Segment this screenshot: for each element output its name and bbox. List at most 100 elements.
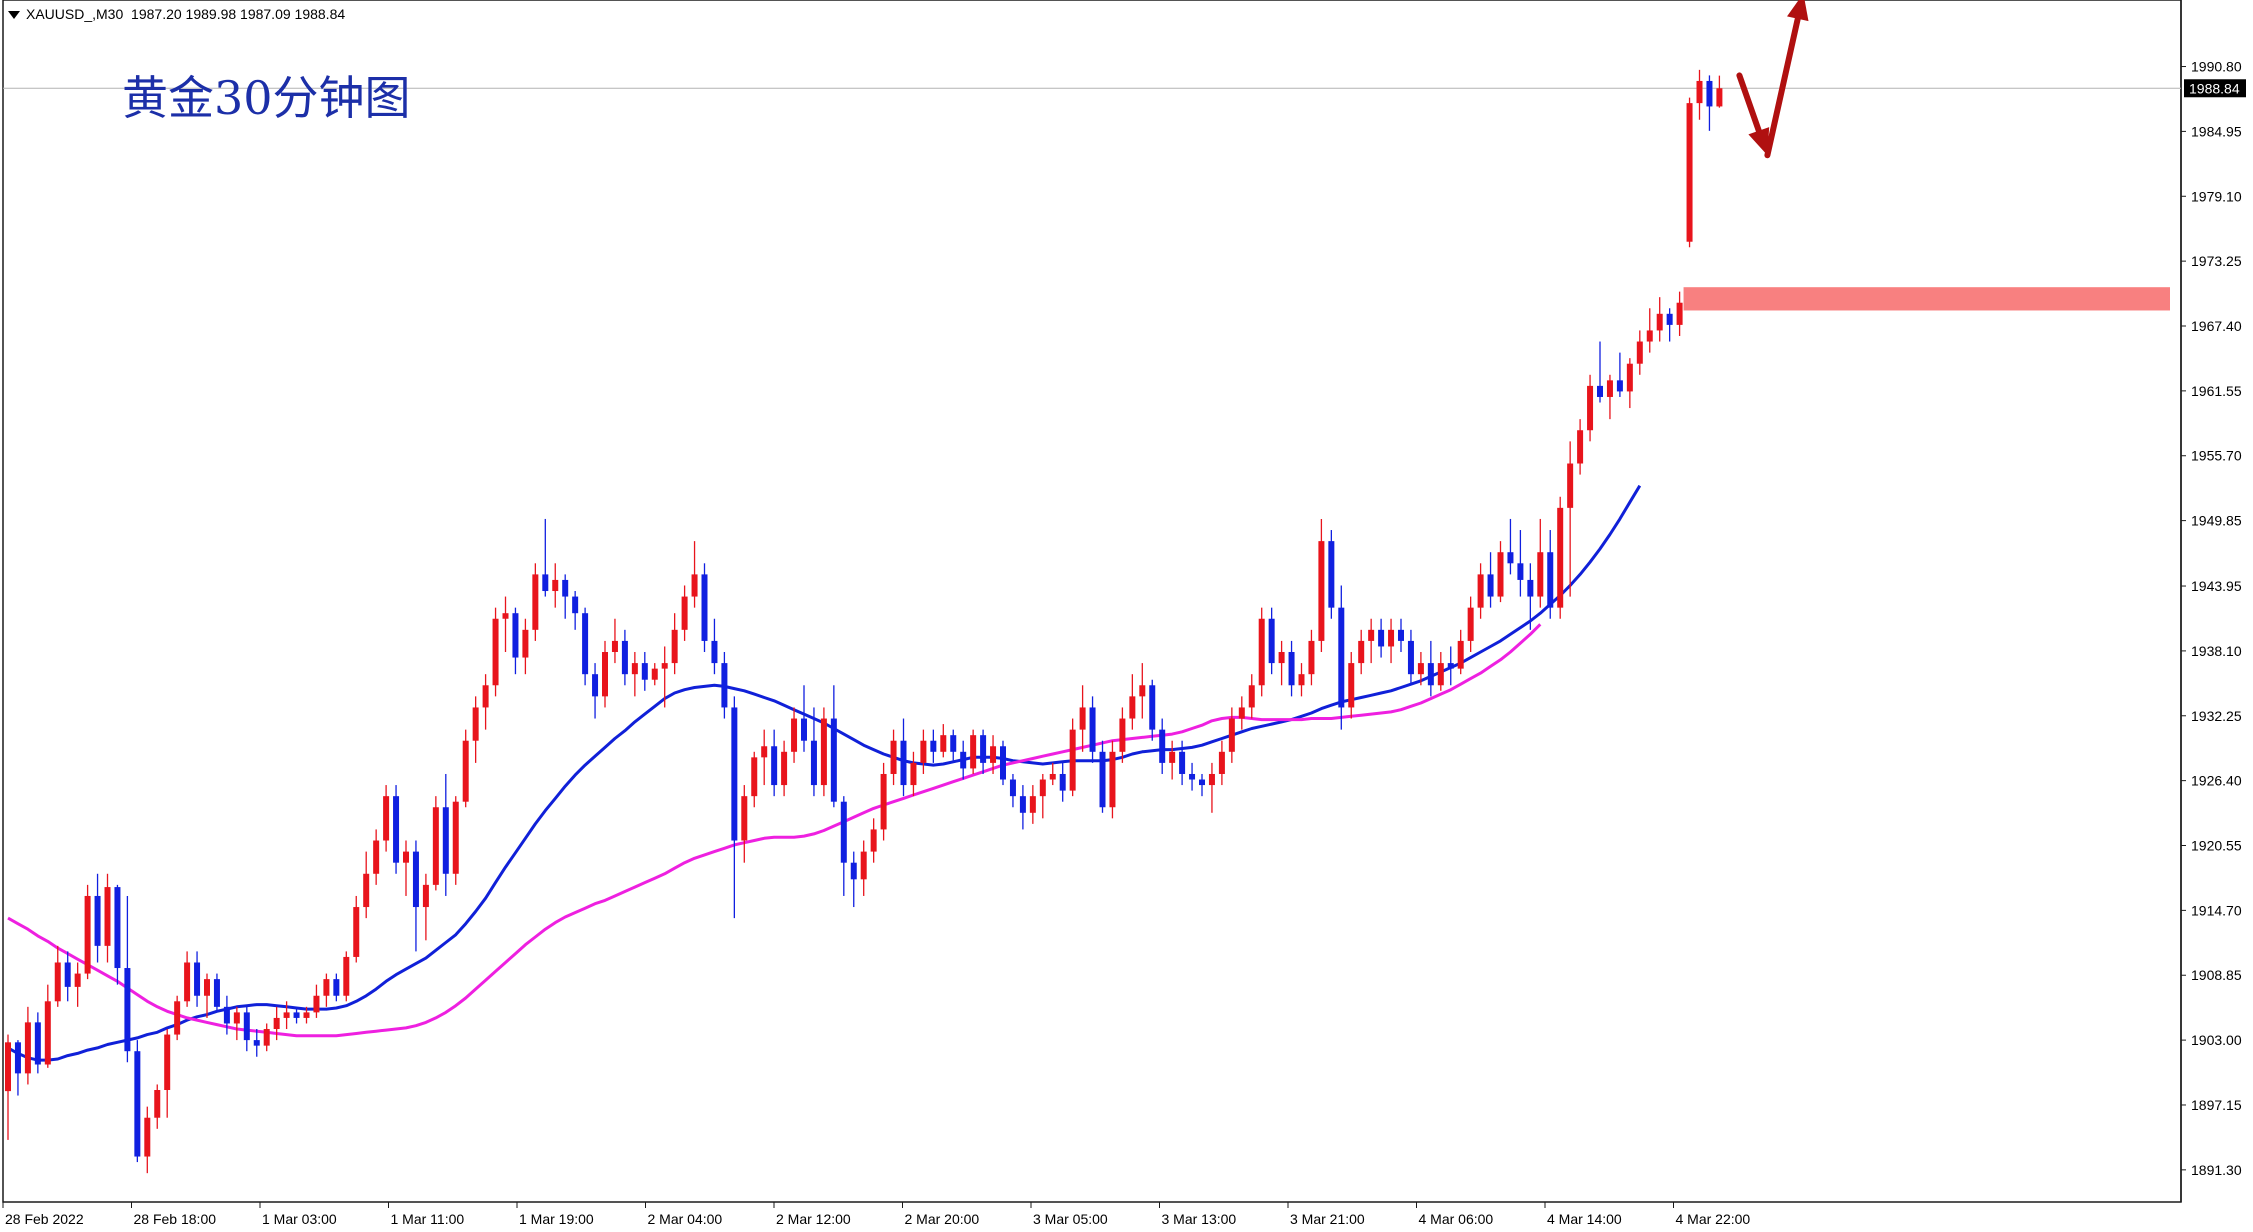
candle (1427, 640, 1434, 697)
candle-body (890, 740, 897, 774)
candle (562, 574, 569, 619)
candle (1338, 585, 1345, 730)
candle (1706, 75, 1713, 131)
candle (572, 591, 579, 630)
candle-body (900, 740, 907, 786)
candle-body (1189, 773, 1196, 780)
x-tick-label: 4 Mar 06:00 (1419, 1211, 1494, 1227)
candle (84, 884, 91, 980)
candle (940, 724, 947, 758)
candle-body (213, 979, 220, 1007)
candle-body (801, 718, 807, 741)
candle (1019, 785, 1026, 830)
candle-body (1606, 380, 1613, 397)
candle (1457, 629, 1464, 675)
candle (1358, 629, 1365, 675)
candle (681, 585, 688, 641)
candle (900, 718, 907, 797)
candle (1417, 652, 1424, 686)
candle-body (1258, 618, 1265, 686)
candle-body (1636, 341, 1643, 364)
candle (263, 1023, 270, 1052)
candle-body (253, 1040, 260, 1046)
candle-body (602, 652, 608, 697)
candle (801, 685, 807, 752)
candle (1208, 762, 1215, 813)
candle (522, 618, 529, 675)
candle (194, 951, 201, 1007)
candle (950, 729, 957, 763)
candle-body (164, 1034, 171, 1091)
candle (1000, 740, 1006, 786)
candle-body (1437, 663, 1444, 686)
y-tick-label: 1967.40 (2191, 318, 2242, 334)
candle (213, 973, 220, 1013)
y-tick-label: 1908.85 (2191, 967, 2242, 983)
candle-body (691, 574, 698, 597)
candle-body (313, 995, 320, 1013)
candle-body (1049, 773, 1056, 780)
candle-body (74, 973, 81, 987)
candle-body (980, 735, 987, 763)
y-tick-label: 1984.95 (2191, 123, 2242, 139)
candle-body (810, 740, 817, 786)
candle (1169, 740, 1176, 780)
candle-body (263, 1029, 270, 1046)
candle (532, 563, 539, 641)
candle (1089, 696, 1096, 763)
candle-body (204, 979, 210, 996)
y-tick-label: 1897.15 (2191, 1097, 2242, 1113)
candle (363, 851, 370, 919)
candle-body (1666, 313, 1673, 325)
candle-body (721, 663, 728, 708)
candle-body (482, 685, 489, 708)
candle (174, 995, 181, 1041)
candle-body (1069, 729, 1076, 791)
candle-body (1208, 773, 1215, 786)
candle (1606, 374, 1613, 420)
y-tick-label: 1990.80 (2191, 59, 2242, 75)
candle (1388, 618, 1395, 664)
chevron-down-icon[interactable] (8, 11, 20, 20)
candle (1477, 563, 1484, 619)
y-tick-label: 1932.25 (2191, 708, 2242, 724)
candle-body (741, 796, 748, 841)
candle-body (930, 740, 937, 752)
candle-body (184, 962, 191, 1002)
candle (631, 652, 638, 697)
candle-body (1388, 629, 1395, 647)
candle (691, 541, 698, 608)
candle-body (681, 596, 688, 630)
candle-body (830, 718, 837, 802)
candle (970, 729, 977, 774)
candle (1527, 563, 1534, 630)
symbol-header: XAUUSD_,M30 1987.20 1989.98 1987.09 1988… (8, 6, 345, 22)
candle (870, 818, 877, 863)
candle-body (1467, 607, 1474, 641)
candle (1298, 663, 1305, 697)
candle-body (1159, 729, 1166, 763)
x-tick-label: 28 Feb 2022 (5, 1211, 84, 1227)
y-tick-label: 1920.55 (2191, 838, 2242, 854)
candle (1716, 75, 1723, 108)
candle-body (701, 574, 708, 641)
candle (1029, 785, 1036, 824)
candle-body (781, 751, 788, 786)
candle (1109, 740, 1116, 819)
candle-body (442, 807, 449, 874)
candle-body (1557, 507, 1564, 608)
candle (1099, 740, 1106, 813)
candle (313, 984, 320, 1018)
candle (1278, 640, 1285, 686)
candle (980, 729, 987, 774)
candle-body (134, 1051, 141, 1157)
down-arrow (1736, 72, 1770, 156)
candle-body (542, 574, 549, 592)
candle (850, 851, 857, 908)
candle-body (1706, 80, 1713, 107)
candle-body (950, 735, 957, 752)
candle (611, 618, 618, 664)
candle-body (651, 668, 658, 680)
candle (1119, 707, 1126, 763)
candle-body (1169, 751, 1176, 763)
